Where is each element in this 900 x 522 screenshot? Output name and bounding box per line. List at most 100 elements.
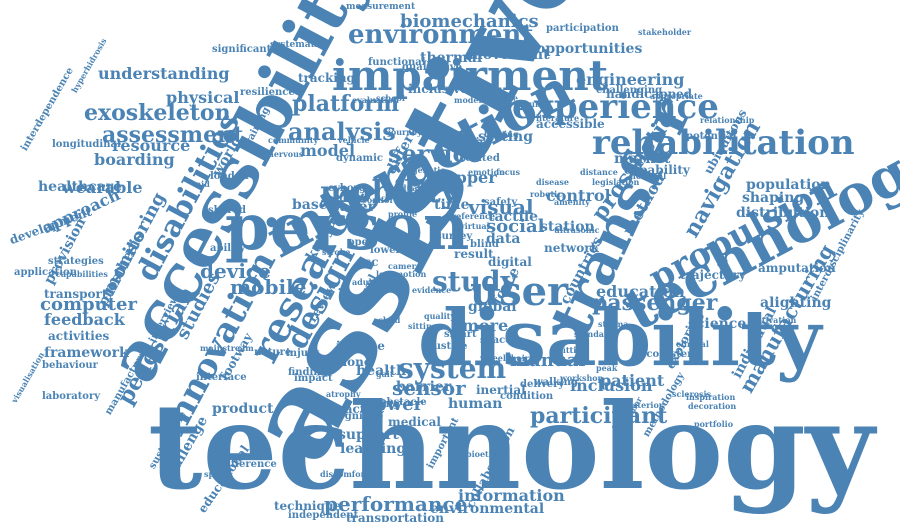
cloud-word: nature: [254, 347, 292, 358]
cloud-word: assessment: [102, 122, 244, 148]
cloud-word: shaping: [742, 190, 805, 206]
cloud-word: tactile: [488, 209, 539, 225]
cloud-word: income: [336, 339, 385, 353]
cloud-word: user: [470, 268, 569, 315]
cloud-word: application: [14, 267, 77, 278]
cloud-word: related: [460, 153, 500, 164]
cloud-word: effective: [444, 137, 492, 148]
cloud-word: functional: [368, 57, 426, 68]
cloud-word: performance: [324, 492, 468, 516]
cloud-word: evaluation: [352, 95, 399, 105]
cloud-word: qualitative: [402, 62, 463, 73]
cloud-word: adult: [352, 277, 376, 287]
cloud-word: study: [432, 265, 517, 298]
cloud-word: experience: [512, 87, 719, 127]
cloud-word: systematic: [270, 40, 324, 50]
cloud-word: platform: [292, 91, 400, 117]
cloud-word: atrophy: [326, 389, 361, 399]
cloud-word: thermal: [420, 50, 483, 66]
cloud-word: inclusive: [408, 82, 468, 96]
cloud-word: resilience: [240, 87, 295, 98]
cloud-word: emotion: [468, 167, 505, 177]
cloud-word: feedback: [44, 310, 125, 329]
cloud-word: physical: [166, 88, 240, 107]
cloud-word: activities: [48, 329, 110, 343]
cloud-word: distance: [580, 167, 618, 177]
cloud-word: inertial: [476, 383, 526, 397]
cloud-word: available: [478, 93, 518, 103]
cloud-word: evidence: [412, 285, 452, 295]
cloud-word: alighting: [760, 295, 832, 311]
cloud-word: peak: [596, 363, 618, 373]
cloud-word: exoskeleton: [84, 100, 231, 126]
cloud-word: mobile: [230, 275, 307, 299]
cloud-word: movement: [468, 47, 550, 63]
cloud-word: time: [434, 197, 470, 213]
cloud-word: capabilities: [56, 269, 108, 279]
cloud-word: injury: [286, 348, 320, 359]
cloud-word: decoration: [688, 401, 737, 411]
cloud-word: journey: [388, 127, 422, 137]
cloud-word: nervous: [268, 149, 304, 159]
cloud-word: capability: [624, 163, 690, 177]
cloud-word: clinical: [676, 339, 709, 349]
cloud-word: science: [688, 316, 747, 332]
cloud-word: system: [398, 352, 507, 385]
cloud-word: modelling: [454, 95, 500, 105]
cloud-word: independent: [288, 510, 359, 521]
cloud-word: understanding: [98, 64, 230, 83]
cloud-word: difference: [220, 459, 277, 470]
cloud-word: health: [356, 363, 407, 379]
cloud-word: laboratory: [42, 391, 101, 402]
cloud-word: engineering: [576, 70, 685, 89]
cloud-word: based: [292, 197, 338, 213]
cloud-word: standard: [574, 329, 614, 339]
cloud-word: justice: [430, 341, 468, 352]
cloud-word: residual: [384, 183, 421, 193]
cloud-word: model: [300, 141, 356, 160]
cloud-word: trajectory: [680, 268, 746, 282]
cloud-word: more: [462, 316, 509, 335]
cloud-word: profile: [388, 209, 418, 219]
cloud-word: human: [448, 396, 503, 412]
cloud-word: delivery: [520, 379, 565, 390]
cloud-word: blind: [470, 239, 499, 250]
cloud-word: challenging: [596, 85, 663, 96]
cloud-word: strategies: [48, 256, 104, 267]
cloud-word: interface: [196, 372, 247, 383]
cloud-word: appropriate: [650, 91, 703, 101]
cloud-word: environment: [348, 20, 534, 50]
cloud-word: person: [225, 190, 470, 265]
cloud-word: quality: [424, 311, 456, 321]
cloud-word: phone: [330, 355, 372, 369]
cloud-word: bearing: [484, 129, 519, 139]
cloud-word: open: [348, 237, 376, 248]
cloud-word: barrier: [396, 379, 452, 395]
cloud-word: acc: [356, 255, 379, 269]
cloud-word: medical: [388, 415, 441, 429]
cloud-word: fitting: [560, 345, 588, 355]
cloud-word: discomfort: [320, 469, 369, 479]
cloud-word: ageing: [362, 399, 400, 410]
cloud-word: comfort: [362, 195, 398, 205]
cloud-word: school: [376, 93, 405, 103]
cloud-word: support: [338, 427, 399, 443]
cloud-word: bioethics: [466, 449, 507, 459]
cloud-word: manual: [510, 350, 586, 371]
cloud-word: ground: [514, 99, 547, 109]
cloud-word: visualisation: [9, 350, 47, 405]
cloud-word: framework: [44, 345, 129, 361]
cloud-word: participant: [530, 403, 668, 429]
cloud-word: wearable: [62, 178, 143, 197]
cloud-word: environmental: [430, 501, 545, 517]
cloud-word: wheelchair: [480, 353, 530, 363]
cloud-word: legislation: [592, 177, 640, 187]
cloud-word: mobility: [320, 175, 459, 210]
cloud-word: impact: [294, 373, 333, 384]
cloud-word: london: [210, 171, 249, 182]
cloud-word: ultrasonic: [554, 225, 600, 235]
cloud-word: aid: [196, 179, 210, 189]
cloud-word: robotic: [530, 189, 563, 199]
cloud-word: sitting: [408, 321, 438, 331]
